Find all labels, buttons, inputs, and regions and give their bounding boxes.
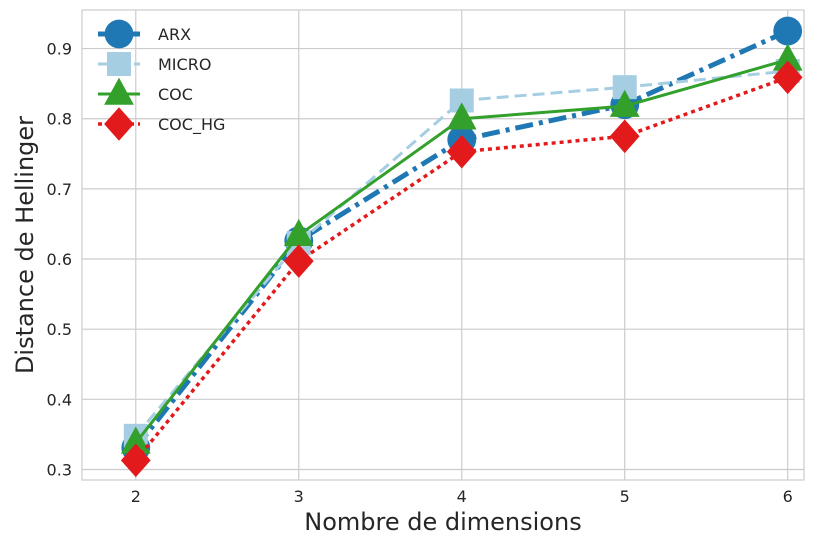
legend-marker xyxy=(104,77,134,105)
x-tick-label: 6 xyxy=(783,487,793,506)
legend-item: COC_HG xyxy=(98,107,225,141)
legend-label: COC_HG xyxy=(158,115,225,135)
legend-item: ARX xyxy=(98,19,191,49)
series-coc-hg xyxy=(120,60,803,478)
data-point xyxy=(283,218,314,246)
data-point xyxy=(609,119,640,154)
y-axis-label: Distance de Hellinger xyxy=(11,116,39,374)
x-tick-label: 2 xyxy=(131,487,141,506)
y-tick-label: 0.5 xyxy=(47,320,72,339)
y-tick-label: 0.6 xyxy=(47,250,72,269)
legend-marker xyxy=(107,52,131,76)
legend-marker xyxy=(104,107,134,141)
legend-marker xyxy=(104,19,134,49)
y-tick-labels: 0.3 0.4 0.5 0.6 0.7 0.8 0.9 xyxy=(47,40,72,480)
legend-label: COC xyxy=(158,85,193,104)
legend-label: MICRO xyxy=(158,55,211,74)
data-point xyxy=(772,43,803,71)
y-tick-label: 0.9 xyxy=(47,40,72,59)
data-point xyxy=(773,16,803,46)
legend-item: MICRO xyxy=(98,52,211,76)
y-tick-label: 0.8 xyxy=(47,110,72,129)
x-tick-label: 4 xyxy=(457,487,467,506)
x-axis-label: Nombre de dimensions xyxy=(304,508,581,536)
legend-item: COC xyxy=(98,77,193,105)
data-point xyxy=(609,89,640,117)
data-point xyxy=(446,134,477,169)
data-point xyxy=(446,102,477,130)
x-tick-label: 5 xyxy=(620,487,630,506)
data-point xyxy=(772,60,803,95)
legend: ARX MICRO COC COC_HG xyxy=(98,19,225,141)
y-tick-label: 0.3 xyxy=(47,460,72,479)
series-coc xyxy=(120,43,803,454)
data-point xyxy=(120,426,151,454)
data-point xyxy=(120,443,151,478)
x-tick-label: 3 xyxy=(294,487,304,506)
data-point xyxy=(283,244,314,278)
x-tick-labels: 2 3 4 5 6 xyxy=(131,487,793,506)
y-tick-label: 0.4 xyxy=(47,390,72,409)
legend-label: ARX xyxy=(158,25,191,44)
series-line xyxy=(134,75,789,462)
series-layer xyxy=(120,16,803,478)
y-tick-label: 0.7 xyxy=(47,180,72,199)
